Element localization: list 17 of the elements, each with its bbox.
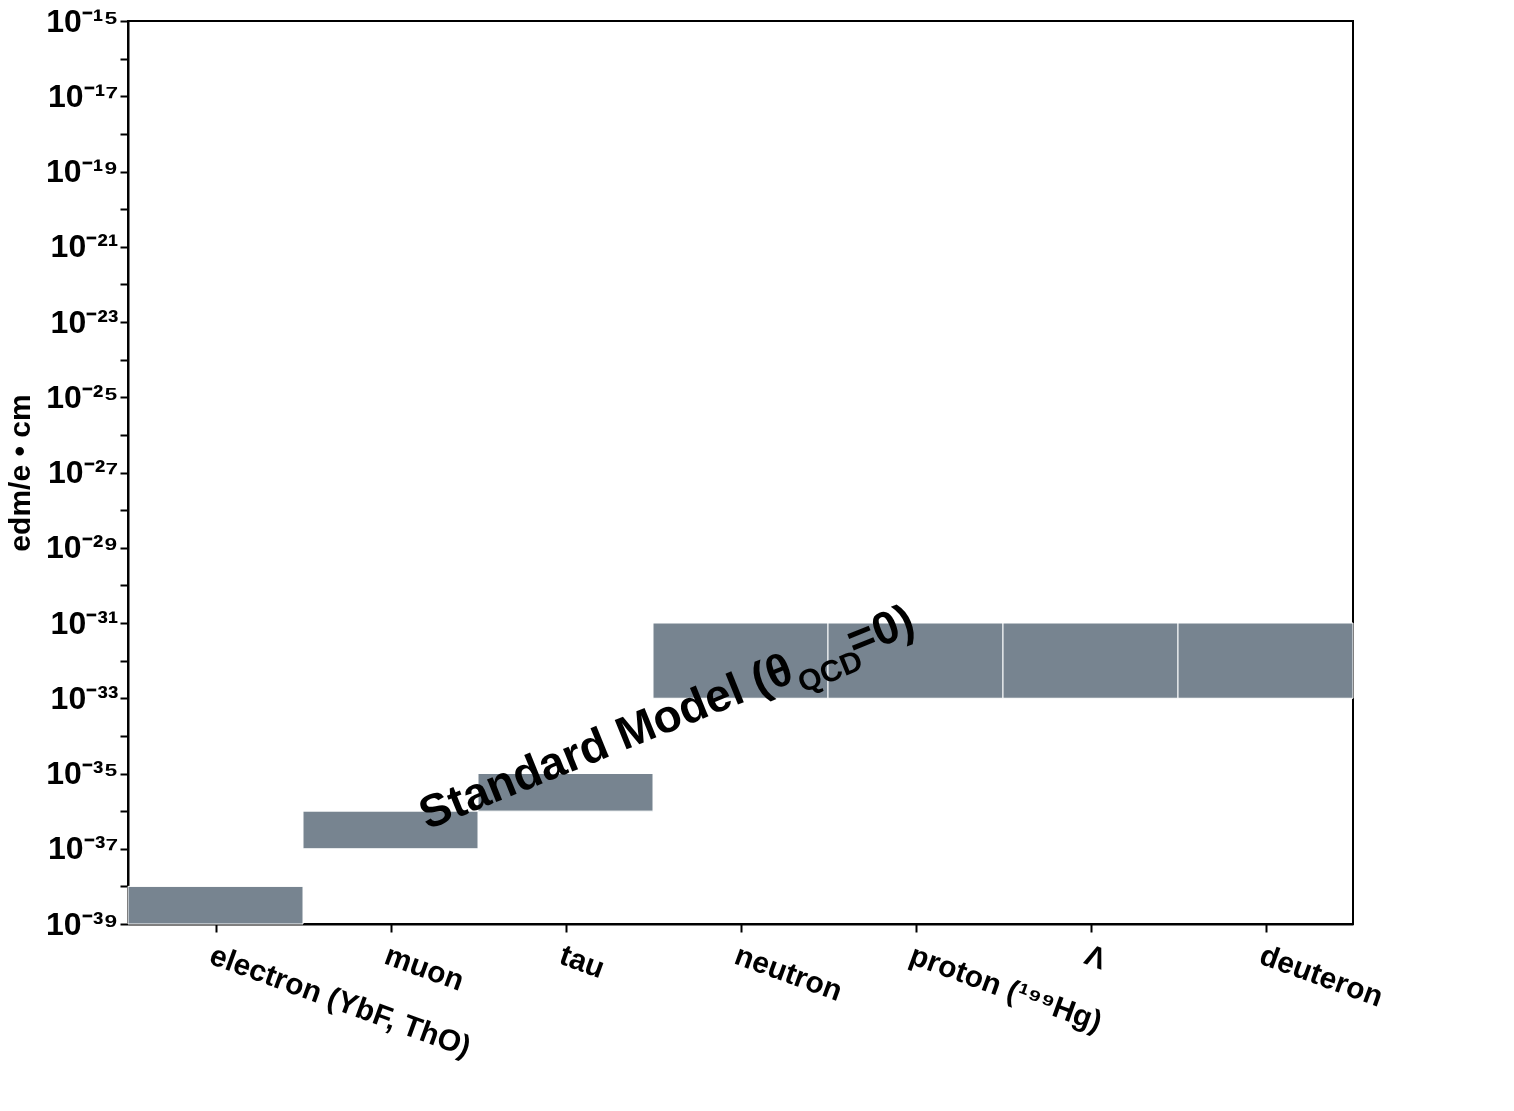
y-axis-title: edm/e • cm bbox=[3, 394, 37, 552]
y-tick-label: 10⁻²⁹ bbox=[46, 529, 119, 566]
x-tick-label: tau bbox=[555, 937, 610, 985]
y-tick-label: 10⁻¹⁵ bbox=[46, 2, 119, 39]
y-tick-label: 10⁻³⁵ bbox=[46, 755, 119, 791]
x-tick-label: Λ bbox=[1080, 937, 1111, 976]
y-tick-label: 10⁻²¹ bbox=[50, 228, 119, 265]
y-tick-label: 10⁻²⁵ bbox=[46, 378, 119, 415]
y-tick-label: 10⁻²³ bbox=[50, 303, 119, 340]
y-tick-label: 10⁻³⁹ bbox=[46, 905, 119, 942]
y-tick-label: 10⁻¹⁹ bbox=[46, 153, 119, 189]
y-tick-label: 10⁻³¹ bbox=[50, 604, 119, 641]
y-tick-label: 10⁻³⁷ bbox=[48, 830, 119, 867]
y-tick-label: 10⁻¹⁷ bbox=[48, 77, 119, 114]
bar bbox=[127, 885, 304, 925]
y-tick-label: 10⁻³³ bbox=[50, 679, 119, 716]
y-tick-label: 10⁻²⁷ bbox=[48, 454, 119, 490]
